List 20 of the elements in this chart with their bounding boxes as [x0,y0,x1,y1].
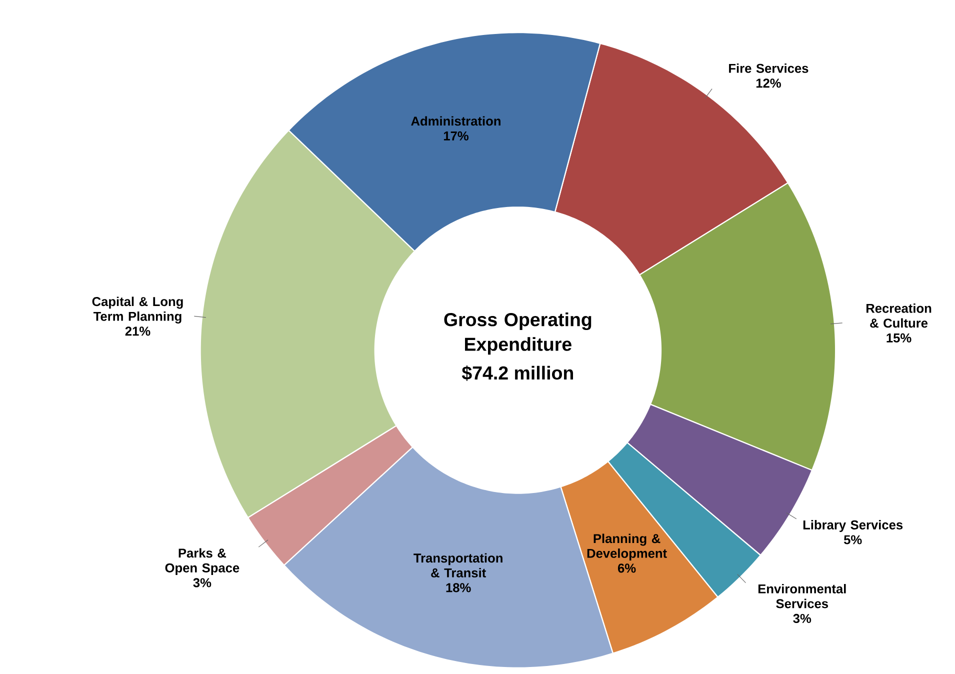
data-label: 12% [756,78,781,88]
slice-label: Capital & Long Term Planning [92,296,183,324]
text: Gross Operating Expenditure [444,312,592,355]
data-label: 17% [444,132,468,141]
data-label: 3% [793,614,812,624]
slice-label: Library Services [803,520,903,532]
data-label: 3% [193,578,212,588]
slice-label: Parks & Open Space [165,548,240,576]
data-label: 5% [844,535,862,544]
slice-label: Transportation & Transit [414,553,502,578]
slice-label: Administration [411,116,500,126]
data-label: 15% [886,334,912,343]
data-label: 18% [446,583,471,592]
data-label: 21% [125,326,150,336]
slice-label: Planning & Development [587,534,667,561]
slice-label: Environmental Services [758,584,846,608]
text: $74.2 million [462,366,574,381]
data-label: 6% [618,564,636,573]
slice-label: Recreation & Culture [866,304,932,328]
slice-label: Fire Services [729,64,808,73]
